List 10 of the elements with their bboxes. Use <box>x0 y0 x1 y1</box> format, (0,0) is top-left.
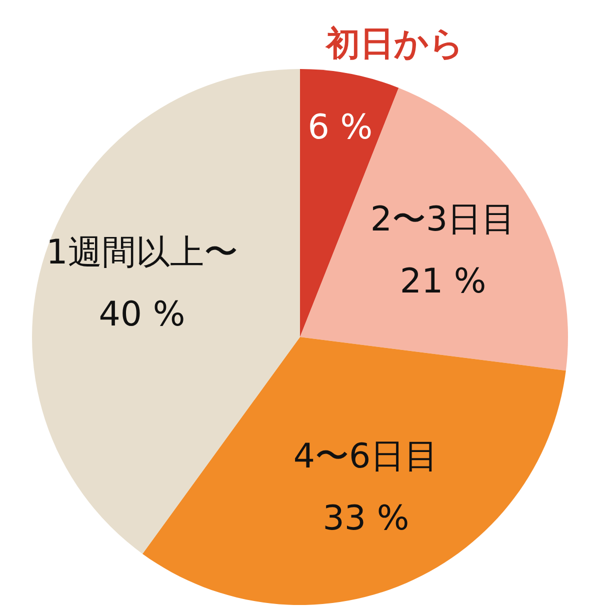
data-label: 6 % <box>308 107 373 148</box>
pie-slice <box>142 337 566 605</box>
slice-label: 4〜6日目 <box>293 436 439 476</box>
slice-label: 初日から <box>325 24 464 64</box>
data-label: 21 % <box>400 261 486 302</box>
slice-label: 1週間以上〜 <box>46 232 238 273</box>
data-label: 40 % <box>98 294 186 335</box>
slice-label: 2〜3日目 <box>370 199 516 240</box>
data-label: 33 % <box>322 498 410 538</box>
pie-slice <box>300 88 568 371</box>
